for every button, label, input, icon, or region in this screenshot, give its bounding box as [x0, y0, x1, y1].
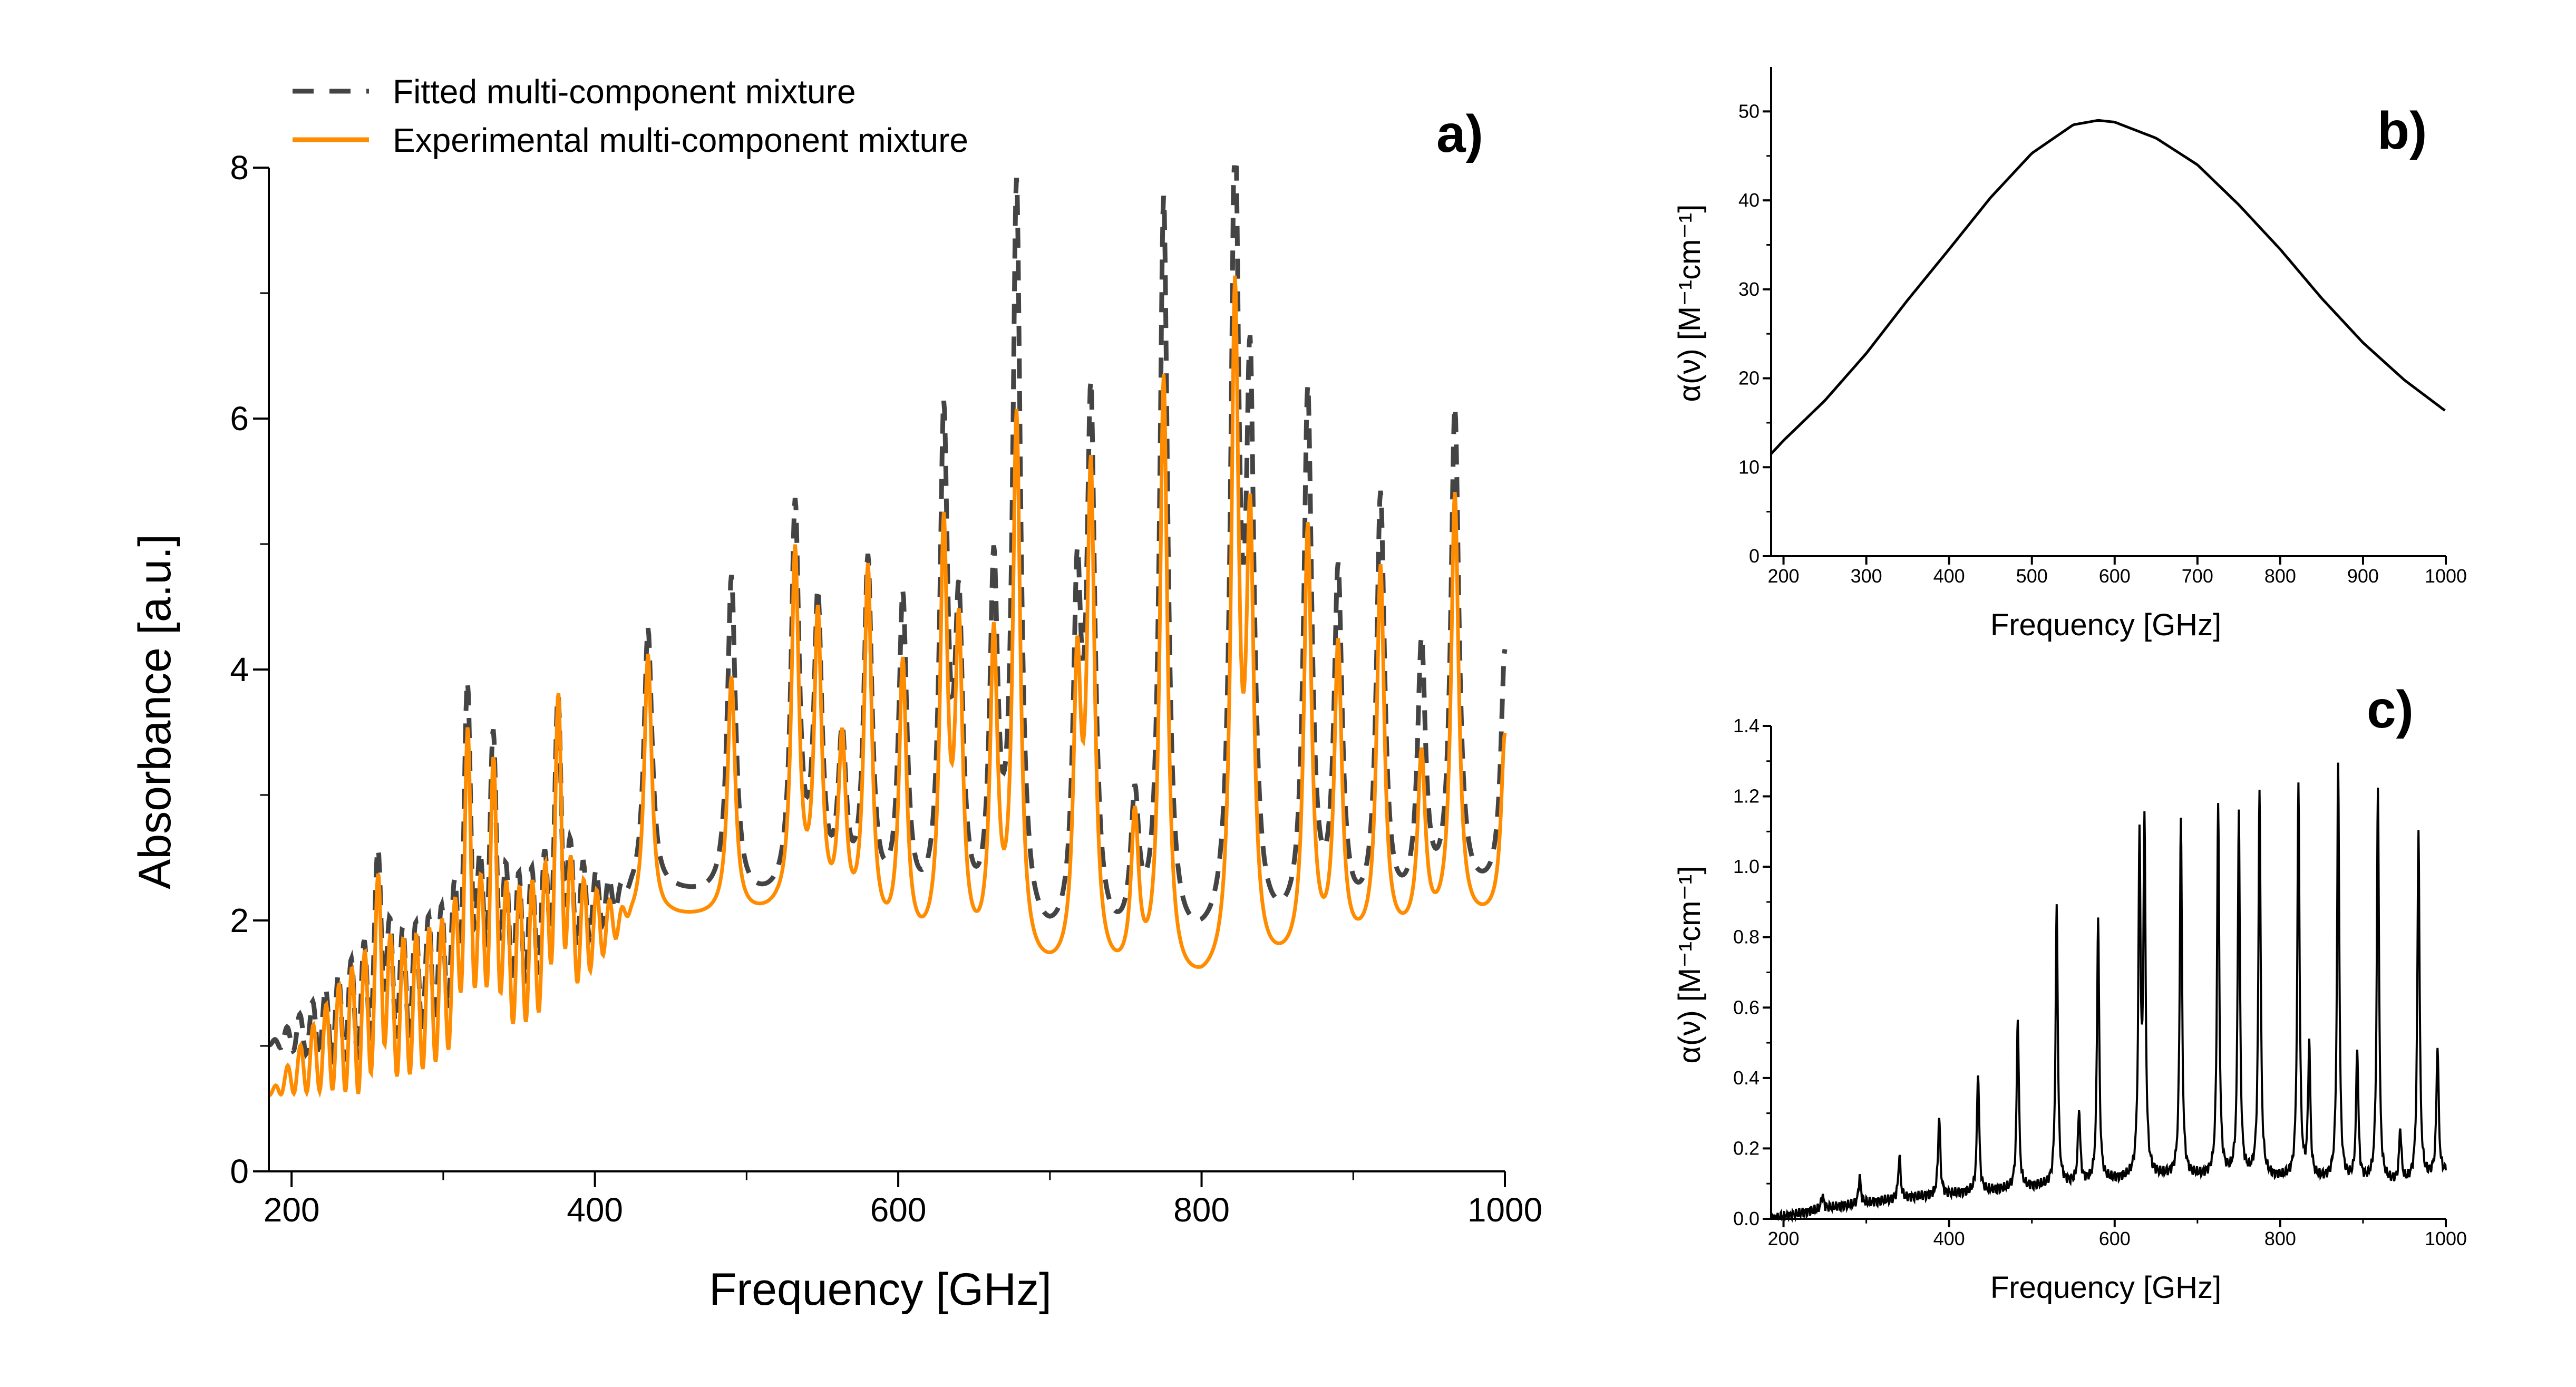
y-tick-label: 1.2	[1733, 785, 1760, 807]
y-tick-label: 10	[1738, 456, 1760, 478]
y-tick-label: 0.8	[1733, 926, 1760, 948]
x-tick-label: 1000	[1467, 1191, 1542, 1229]
x-tick-label: 600	[870, 1191, 927, 1229]
panel-c-y-axis-title: α(ν) [M⁻¹cm⁻¹]	[1673, 866, 1707, 1064]
legend-fitted-label: Fitted multi-component mixture	[393, 73, 856, 111]
x-tick-label: 300	[1851, 565, 1882, 587]
y-tick-label: 0	[1749, 545, 1760, 567]
x-tick-label: 800	[2264, 1228, 2296, 1249]
y-tick-label: 1.4	[1733, 715, 1760, 736]
y-tick-label: 6	[230, 400, 249, 438]
panel-c-axes: 200 400 600 800 1000 0.0 0.2 0.4 0.6 0.8 1.0 1.2 1.4	[1733, 715, 2467, 1249]
x-tick-label: 800	[2264, 565, 2296, 587]
fitted-series-line	[268, 165, 1508, 1068]
x-tick-label: 400	[567, 1191, 623, 1229]
panel-a-chart: 200 400 600 800 1000 0 2 4 6 8 Frequency [GHz] Ab…	[130, 73, 1542, 1315]
x-tick-label: 400	[1933, 1228, 1965, 1249]
panel-a-axes: 200 400 600 800 1000 0 2 4 6 8	[230, 149, 1542, 1229]
legend: Fitted multi-component mixture Experimen…	[293, 73, 968, 159]
x-tick-label: 500	[2016, 565, 2048, 587]
y-tick-label: 1.0	[1733, 856, 1760, 877]
x-tick-label: 900	[2347, 565, 2379, 587]
panel-a-x-axis-title: Frequency [GHz]	[709, 1264, 1052, 1315]
y-tick-label: 0.4	[1733, 1067, 1760, 1089]
y-tick-label: 8	[230, 149, 249, 187]
panel-c-label: c)	[2367, 680, 2414, 739]
legend-experimental-label: Experimental multi-component mixture	[393, 121, 968, 159]
y-tick-label: 0.6	[1733, 996, 1760, 1018]
panel-c-chart: 200 400 600 800 1000 0.0 0.2 0.4 0.6 0.8 1.0 1.2 1.4…	[1673, 680, 2467, 1305]
x-tick-label: 200	[1768, 1228, 1800, 1249]
panel-b-plot-area	[1770, 119, 2446, 455]
x-tick-label: 700	[2182, 565, 2213, 587]
panel-c-plot-area	[1770, 762, 2447, 1223]
panel-b-label: b)	[2377, 101, 2427, 160]
panel-a-y-axis-title: Absorbance [a.u.]	[130, 534, 180, 889]
experimental-series-line	[268, 275, 1507, 1098]
x-tick-label: 600	[2099, 565, 2131, 587]
x-tick-label: 200	[264, 1191, 320, 1229]
x-tick-label: 800	[1173, 1191, 1230, 1229]
x-tick-label: 200	[1768, 565, 1800, 587]
x-tick-label: 1000	[2425, 565, 2467, 587]
panel-b-y-axis-title: α(ν) [M⁻¹cm⁻¹]	[1673, 205, 1707, 402]
y-tick-label: 40	[1738, 189, 1760, 211]
y-tick-label: 0	[230, 1152, 249, 1190]
x-tick-label: 400	[1933, 565, 1965, 587]
panel-c-x-axis-title: Frequency [GHz]	[1990, 1270, 2221, 1305]
y-tick-label: 4	[230, 651, 249, 688]
panel-b-series-line	[1770, 119, 2446, 455]
panel-a-label: a)	[1436, 104, 1483, 163]
panel-b-chart: 200 300 400 500 600 700 800 900 100001020304050 …	[1673, 67, 2467, 642]
y-tick-label: 30	[1738, 278, 1760, 300]
y-tick-label: 2	[230, 901, 249, 939]
panel-b-x-axis-title: Frequency [GHz]	[1990, 608, 2221, 642]
y-tick-label: 20	[1738, 367, 1760, 389]
panel-a-plot-area	[268, 165, 1508, 1098]
y-tick-label: 0.0	[1733, 1208, 1760, 1229]
panel-b-axes: 200 300 400 500 600 700 800 900 1000 0 10 20 30 40 50	[1738, 67, 2467, 587]
y-tick-label: 50	[1738, 100, 1760, 122]
y-tick-label: 0.2	[1733, 1137, 1760, 1159]
panel-c-series-line	[1770, 762, 2447, 1223]
x-tick-label: 1000	[2425, 1228, 2467, 1249]
x-tick-label: 600	[2099, 1228, 2131, 1249]
